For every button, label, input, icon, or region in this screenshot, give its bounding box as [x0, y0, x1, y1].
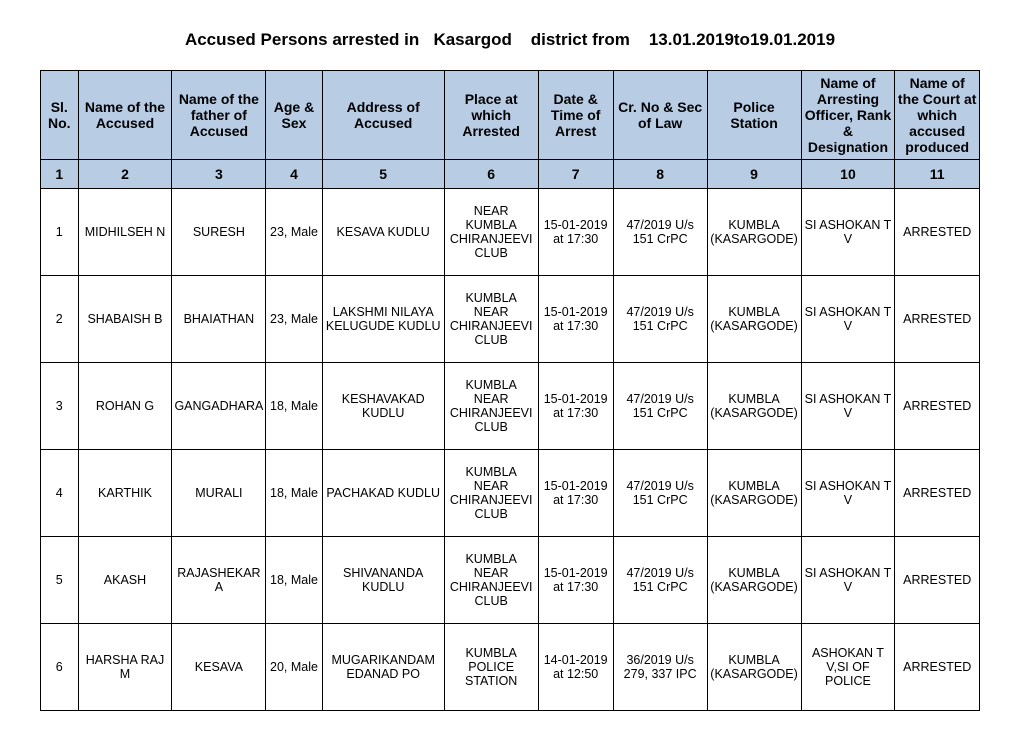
cell: KUMBLA (KASARGODE)	[707, 189, 801, 276]
page-title: Accused Persons arrested in Kasargod dis…	[40, 30, 980, 50]
cell: KUMBLA (KASARGODE)	[707, 450, 801, 537]
cell: SHIVANANDA KUDLU	[322, 537, 444, 624]
cell: 1	[41, 189, 79, 276]
table-row: 6HARSHA RAJ MKESAVA20, MaleMUGARIKANDAM …	[41, 624, 980, 711]
col-name-accused: Name of the Accused	[78, 71, 172, 160]
cell: 23, Male	[266, 276, 322, 363]
cell: KESAVA	[172, 624, 266, 711]
cell: MIDHILSEH N	[78, 189, 172, 276]
cell: KUMBLA (KASARGODE)	[707, 624, 801, 711]
cell: MUGARIKANDAM EDANAD PO	[322, 624, 444, 711]
num-7: 7	[538, 160, 613, 189]
num-9: 9	[707, 160, 801, 189]
num-3: 3	[172, 160, 266, 189]
cell: 18, Male	[266, 450, 322, 537]
cell: KESHAVAKAD KUDLU	[322, 363, 444, 450]
cell: RAJASHEKARA	[172, 537, 266, 624]
cell: 23, Male	[266, 189, 322, 276]
cell: BHAIATHAN	[172, 276, 266, 363]
col-slno: Sl. No.	[41, 71, 79, 160]
cell: 6	[41, 624, 79, 711]
cell: KUMBLA NEAR CHIRANJEEVI CLUB	[444, 450, 538, 537]
cell: 15-01-2019 at 17:30	[538, 450, 613, 537]
cell: SURESH	[172, 189, 266, 276]
num-11: 11	[895, 160, 980, 189]
cell: NEAR KUMBLA CHIRANJEEVI CLUB	[444, 189, 538, 276]
col-father: Name of the father of Accused	[172, 71, 266, 160]
col-address: Address of Accused	[322, 71, 444, 160]
cell: 36/2019 U/s 279, 337 IPC	[613, 624, 707, 711]
num-8: 8	[613, 160, 707, 189]
cell: SHABAISH B	[78, 276, 172, 363]
cell: 15-01-2019 at 17:30	[538, 363, 613, 450]
cell: KUMBLA NEAR CHIRANJEEVI CLUB	[444, 537, 538, 624]
cell: 14-01-2019 at 12:50	[538, 624, 613, 711]
cell: 47/2019 U/s 151 CrPC	[613, 189, 707, 276]
cell: 20, Male	[266, 624, 322, 711]
table-row: 3ROHAN GGANGADHARA18, MaleKESHAVAKAD KUD…	[41, 363, 980, 450]
cell: KUMBLA POLICE STATION	[444, 624, 538, 711]
table-row: 2SHABAISH BBHAIATHAN23, MaleLAKSHMI NILA…	[41, 276, 980, 363]
cell: 4	[41, 450, 79, 537]
arrests-table: Sl. No. Name of the Accused Name of the …	[40, 70, 980, 711]
cell: KUMBLA (KASARGODE)	[707, 537, 801, 624]
cell: KARTHIK	[78, 450, 172, 537]
cell: 47/2019 U/s 151 CrPC	[613, 537, 707, 624]
num-2: 2	[78, 160, 172, 189]
num-5: 5	[322, 160, 444, 189]
num-4: 4	[266, 160, 322, 189]
col-court: Name of the Court at which accused produ…	[895, 71, 980, 160]
cell: 18, Male	[266, 363, 322, 450]
cell: PACHAKAD KUDLU	[322, 450, 444, 537]
cell: SI ASHOKAN T V	[801, 537, 895, 624]
col-place: Place at which Arrested	[444, 71, 538, 160]
cell: 15-01-2019 at 17:30	[538, 276, 613, 363]
header-row: Sl. No. Name of the Accused Name of the …	[41, 71, 980, 160]
cell: 15-01-2019 at 17:30	[538, 537, 613, 624]
num-10: 10	[801, 160, 895, 189]
cell: 5	[41, 537, 79, 624]
cell: SI ASHOKAN T V	[801, 276, 895, 363]
cell: ARRESTED	[895, 450, 980, 537]
cell: GANGADHARA	[172, 363, 266, 450]
cell: 15-01-2019 at 17:30	[538, 189, 613, 276]
cell: SI ASHOKAN T V	[801, 363, 895, 450]
cell: KUMBLA (KASARGODE)	[707, 363, 801, 450]
cell: MURALI	[172, 450, 266, 537]
table-row: 4KARTHIKMURALI18, MalePACHAKAD KUDLUKUMB…	[41, 450, 980, 537]
cell: KUMBLA NEAR CHIRANJEEVI CLUB	[444, 276, 538, 363]
table-row: 5AKASHRAJASHEKARA18, MaleSHIVANANDA KUDL…	[41, 537, 980, 624]
cell: SI ASHOKAN T V	[801, 450, 895, 537]
cell: 18, Male	[266, 537, 322, 624]
cell: LAKSHMI NILAYA KELUGUDE KUDLU	[322, 276, 444, 363]
cell: 47/2019 U/s 151 CrPC	[613, 276, 707, 363]
cell: ROHAN G	[78, 363, 172, 450]
cell: AKASH	[78, 537, 172, 624]
num-1: 1	[41, 160, 79, 189]
cell: KUMBLA NEAR CHIRANJEEVI CLUB	[444, 363, 538, 450]
num-6: 6	[444, 160, 538, 189]
col-officer: Name of Arresting Officer, Rank & Design…	[801, 71, 895, 160]
cell: 3	[41, 363, 79, 450]
col-crno: Cr. No & Sec of Law	[613, 71, 707, 160]
cell: 47/2019 U/s 151 CrPC	[613, 450, 707, 537]
cell: HARSHA RAJ M	[78, 624, 172, 711]
cell: KUMBLA (KASARGODE)	[707, 276, 801, 363]
col-age-sex: Age & Sex	[266, 71, 322, 160]
cell: KESAVA KUDLU	[322, 189, 444, 276]
cell: ARRESTED	[895, 537, 980, 624]
cell: SI ASHOKAN T V	[801, 189, 895, 276]
cell: ARRESTED	[895, 189, 980, 276]
col-station: Police Station	[707, 71, 801, 160]
cell: 47/2019 U/s 151 CrPC	[613, 363, 707, 450]
cell: ARRESTED	[895, 363, 980, 450]
col-datetime: Date & Time of Arrest	[538, 71, 613, 160]
cell: ASHOKAN T V,SI OF POLICE	[801, 624, 895, 711]
cell: ARRESTED	[895, 276, 980, 363]
cell: ARRESTED	[895, 624, 980, 711]
table-row: 1MIDHILSEH NSURESH23, MaleKESAVA KUDLUNE…	[41, 189, 980, 276]
number-row: 1 2 3 4 5 6 7 8 9 10 11	[41, 160, 980, 189]
cell: 2	[41, 276, 79, 363]
